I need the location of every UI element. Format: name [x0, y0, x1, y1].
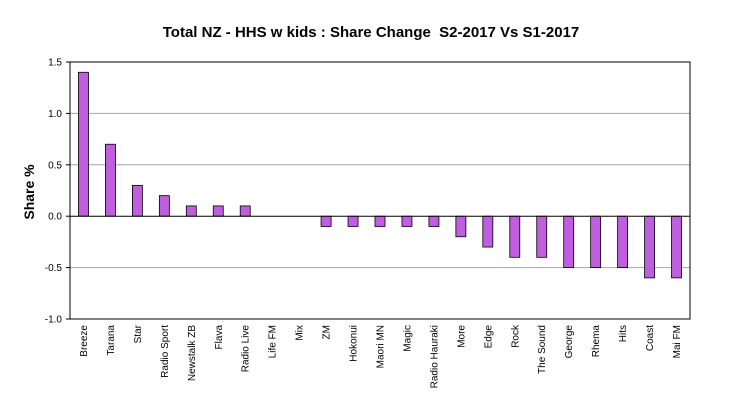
bar [320, 215, 332, 227]
bar [671, 215, 682, 279]
bar [347, 215, 359, 227]
bar [78, 71, 89, 217]
y-axis-label: Share % [21, 164, 37, 220]
bar [428, 215, 440, 227]
x-category-label: Maori MN [376, 325, 387, 368]
y-tick-label: -1.0 [45, 315, 63, 326]
x-category-label: Radio Live [241, 325, 252, 373]
bar [374, 215, 386, 227]
x-category-label: Coast [645, 325, 656, 351]
x-category-label: Radio Sport [160, 325, 171, 378]
bar [536, 215, 548, 258]
chart-title: Total NZ - HHS w kids : Share Change S2-… [162, 24, 580, 41]
x-category-label: George [564, 325, 575, 359]
x-category-label: Radio Hauraki [429, 325, 440, 388]
bar [563, 215, 575, 268]
x-category-label: ZM [322, 325, 333, 339]
bar [239, 205, 251, 217]
x-category-label: Mai FM [672, 325, 683, 358]
x-category-label: Hits [618, 325, 629, 342]
x-category-label: Hokonui [349, 325, 360, 362]
x-category-label: Star [133, 324, 144, 343]
bar [509, 215, 521, 258]
bar [617, 215, 629, 268]
bar [212, 205, 224, 217]
bar [105, 143, 116, 217]
x-axis-categories: Breeze Tarana Star Radio Sport Newstalk ZB Fl… [79, 324, 683, 388]
bar [482, 215, 494, 248]
bar [158, 195, 170, 217]
x-category-label: Breeze [79, 325, 90, 357]
x-category-label: More [456, 325, 467, 348]
gridlines [70, 112, 690, 269]
y-axis-ticks: 1.5 1.0 0.5 0.0 -0.5 -1.0 [45, 58, 70, 326]
x-category-label: Tarana [106, 325, 117, 356]
y-tick-label: -0.5 [45, 263, 63, 274]
y-tick-label: 1.5 [48, 58, 62, 69]
bars [78, 71, 682, 279]
x-category-label: Newstalk ZB [187, 325, 198, 381]
y-tick-label: 0.5 [48, 160, 62, 171]
y-tick-label: 1.0 [48, 109, 62, 120]
x-category-label: Edge [483, 325, 494, 349]
x-category-label: The Sound [537, 325, 548, 374]
x-category-label: Rhema [591, 325, 602, 358]
bar [401, 215, 413, 227]
bar [644, 215, 655, 279]
bar [590, 215, 602, 268]
x-category-label: Rock [510, 324, 521, 348]
plot-area-frame [69, 61, 691, 320]
x-category-label: Magic [402, 325, 413, 352]
x-category-label: Life FM [268, 325, 279, 358]
bar [455, 215, 467, 238]
bar [131, 184, 143, 217]
y-tick-label: 0.0 [48, 212, 62, 223]
bar [185, 205, 197, 217]
x-category-label: Flava [214, 325, 225, 350]
x-category-label: Mix [295, 325, 306, 341]
